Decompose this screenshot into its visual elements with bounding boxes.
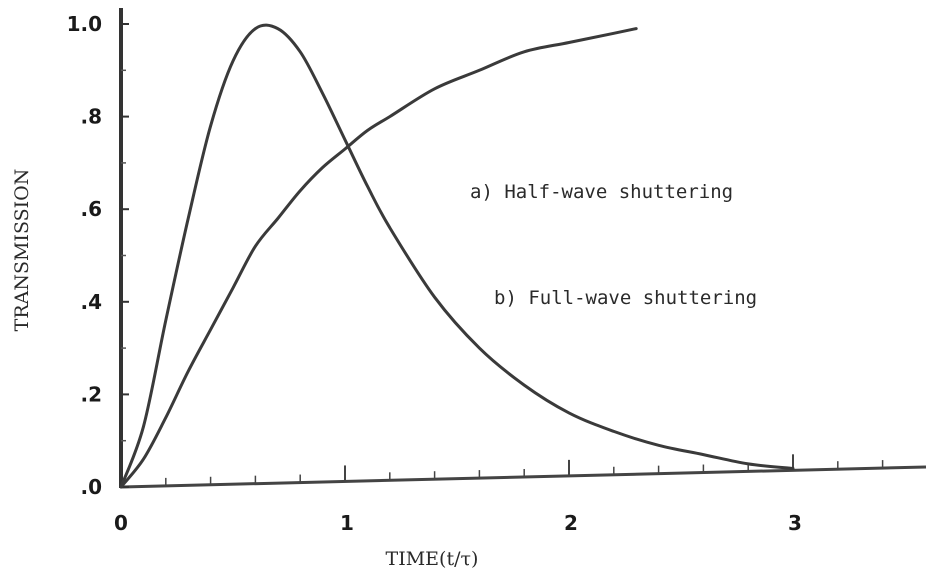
x-tick-label: 2 xyxy=(564,511,578,535)
axes xyxy=(119,8,927,489)
x-axis xyxy=(120,465,927,489)
series-line-half-wave xyxy=(119,23,795,489)
annotation-half-wave: a) Half-wave shuttering xyxy=(470,181,733,203)
x-tick-label: 0 xyxy=(114,511,128,535)
y-tick-label: .4 xyxy=(80,290,102,314)
series-layer xyxy=(119,23,795,489)
y-axis-title: TRANSMISSION xyxy=(11,169,33,332)
x-tick-label: 1 xyxy=(340,511,354,535)
annotation-full-wave: b) Full-wave shuttering xyxy=(494,287,757,309)
y-tick-label: .2 xyxy=(80,382,102,406)
series-line-full-wave xyxy=(119,27,638,489)
y-tick-label: .8 xyxy=(80,105,102,129)
x-ticks: 0 1 2 3 xyxy=(114,454,884,535)
y-tick-label: .0 xyxy=(80,475,102,499)
x-axis-title: TIME(t/τ) xyxy=(386,548,479,570)
y-tick-label: .6 xyxy=(80,197,102,221)
y-tick-label: 1.0 xyxy=(67,12,102,36)
y-ticks: .0 .2 .4 .6 .8 1.0 xyxy=(67,12,129,499)
x-tick-label: 3 xyxy=(788,511,802,535)
